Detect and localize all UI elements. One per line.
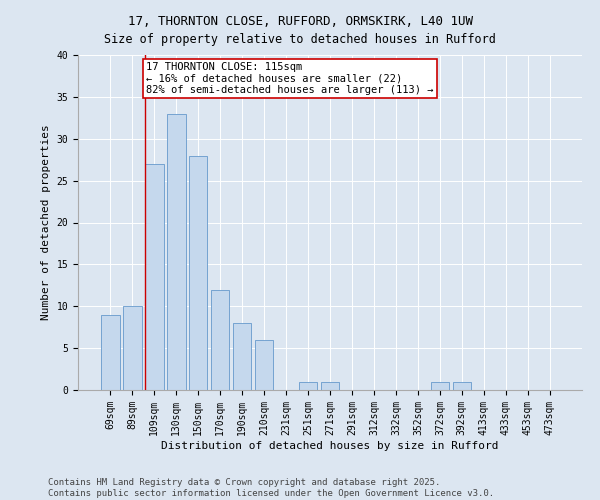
Bar — [233, 323, 251, 390]
Bar — [145, 164, 164, 390]
Bar — [299, 382, 317, 390]
Text: Contains HM Land Registry data © Crown copyright and database right 2025.
Contai: Contains HM Land Registry data © Crown c… — [48, 478, 494, 498]
Bar — [211, 290, 229, 390]
Bar — [255, 340, 274, 390]
Bar — [452, 382, 471, 390]
Bar — [167, 114, 185, 390]
Y-axis label: Number of detached properties: Number of detached properties — [41, 124, 51, 320]
Bar — [123, 306, 142, 390]
X-axis label: Distribution of detached houses by size in Rufford: Distribution of detached houses by size … — [161, 440, 499, 450]
Text: 17 THORNTON CLOSE: 115sqm
← 16% of detached houses are smaller (22)
82% of semi-: 17 THORNTON CLOSE: 115sqm ← 16% of detac… — [146, 62, 433, 95]
Bar — [431, 382, 449, 390]
Text: Size of property relative to detached houses in Rufford: Size of property relative to detached ho… — [104, 32, 496, 46]
Bar — [189, 156, 208, 390]
Bar — [101, 314, 119, 390]
Bar — [320, 382, 340, 390]
Text: 17, THORNTON CLOSE, RUFFORD, ORMSKIRK, L40 1UW: 17, THORNTON CLOSE, RUFFORD, ORMSKIRK, L… — [128, 15, 473, 28]
